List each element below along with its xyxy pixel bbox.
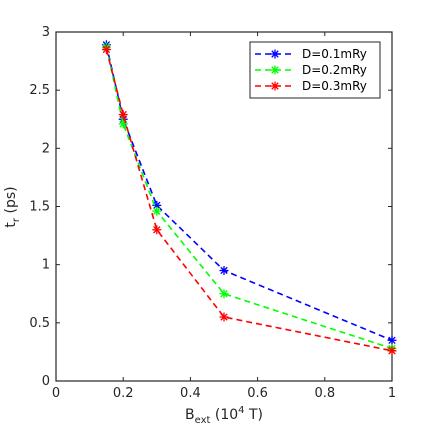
data-point — [387, 335, 397, 345]
x-axis-label-unit-pre: (10 — [210, 407, 238, 423]
data-point — [270, 81, 280, 91]
data-point — [101, 44, 111, 54]
data-point — [219, 289, 229, 299]
data-point — [270, 49, 280, 59]
x-axis-label-sub: ext — [195, 415, 211, 426]
legend-label: D=0.3mRy — [302, 79, 367, 93]
axes: 0 0.2 0.4 0.6 0.8 1 0 0.5 1 1.5 2 2.5 3 — [29, 25, 396, 401]
data-point — [152, 225, 162, 235]
legend-item: D=0.3mRy — [255, 79, 367, 93]
legend-label: D=0.1mRy — [302, 47, 367, 61]
y-tick-label: 2.5 — [29, 83, 50, 98]
y-tick-label: 2 — [42, 141, 50, 156]
data-point — [270, 65, 280, 75]
x-tick-label: 1 — [388, 386, 396, 401]
y-tick-label: 0 — [42, 374, 50, 389]
y-axis-label: tr (ps) — [3, 186, 22, 227]
y-tick-label: 3 — [42, 25, 50, 40]
x-axis-label-unit-post: T) — [245, 407, 263, 423]
data-point — [152, 206, 162, 216]
x-tick-label: 0.8 — [314, 386, 335, 401]
y-tick-label: 0.5 — [29, 316, 50, 331]
x-axis-label-unit-sup: 4 — [238, 405, 244, 416]
data-point — [118, 110, 128, 120]
x-tick-label: 0.2 — [113, 386, 134, 401]
data-point — [387, 346, 397, 356]
data-point — [219, 265, 229, 275]
y-axis-label-sub: r — [11, 217, 22, 222]
series-line — [105, 49, 393, 352]
legend-label: D=0.2mRy — [302, 63, 367, 77]
y-axis-label-main: t — [3, 222, 19, 228]
x-tick-label: 0.6 — [247, 386, 268, 401]
y-axis-label-unit: (ps) — [3, 186, 19, 218]
legend-item: D=0.1mRy — [255, 47, 367, 61]
series-layer — [101, 40, 397, 356]
x-tick-label: 0.4 — [180, 386, 201, 401]
series-3 — [101, 44, 397, 356]
y-tick-label: 1 — [42, 258, 50, 273]
legend: D=0.1mRy D=0.2mRy D=0.3mRy — [249, 41, 381, 99]
x-tick-label: 0 — [52, 386, 60, 401]
x-axis-label-main: B — [185, 407, 195, 423]
y-tick-label: 1.5 — [29, 200, 50, 215]
x-axis-label: Bext (104 T) — [185, 405, 263, 426]
data-point — [219, 312, 229, 322]
legend-item: D=0.2mRy — [255, 63, 367, 77]
series-line — [105, 44, 393, 342]
